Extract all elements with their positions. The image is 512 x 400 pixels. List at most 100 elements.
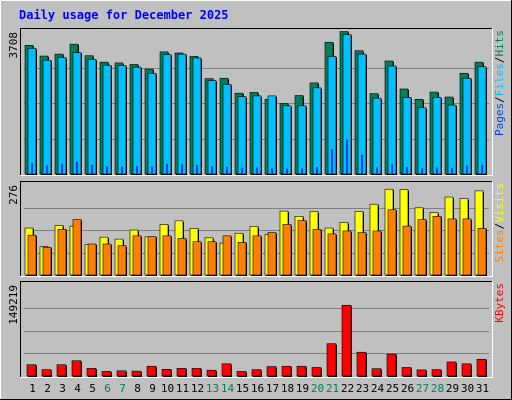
sites-bar-day-25 xyxy=(387,209,397,276)
pages-bar-day-24 xyxy=(376,167,378,174)
x-tick-label-day-28: 28 xyxy=(431,382,444,395)
kbytes-bar-day-6 xyxy=(101,371,112,377)
legend-kbytes: KBytes xyxy=(493,283,506,323)
files-bar-day-6 xyxy=(102,64,112,175)
files-bar-day-27 xyxy=(417,107,427,175)
kbytes-bar-day-10 xyxy=(161,368,172,377)
sites-bar-day-19 xyxy=(297,220,307,276)
kbytes-bar-day-17 xyxy=(266,366,277,377)
files-bar-day-4 xyxy=(72,52,82,175)
pages-bar-day-29 xyxy=(451,167,453,174)
sites-bar-day-4 xyxy=(72,219,82,276)
x-tick-label-day-15: 15 xyxy=(236,382,249,395)
pages-bar-day-25 xyxy=(391,164,393,174)
sites-bar-day-20 xyxy=(312,229,322,276)
x-tick-label-day-20: 20 xyxy=(311,382,324,395)
pages-bar-day-20 xyxy=(316,167,318,174)
legend-hits: Hits xyxy=(493,30,506,57)
sites-bar-day-2 xyxy=(42,246,52,276)
x-tick-label-day-30: 30 xyxy=(461,382,474,395)
pages-bar-day-15 xyxy=(241,167,243,174)
pages-bar-day-2 xyxy=(46,165,48,174)
y-max-label: 276 xyxy=(7,185,20,205)
sites-bar-day-9 xyxy=(147,236,157,276)
kbytes-bar-day-15 xyxy=(236,371,247,377)
files-bar-day-15 xyxy=(237,96,247,175)
x-tick-label-day-11: 11 xyxy=(176,382,189,395)
pages-bar-day-10 xyxy=(166,164,168,174)
sites-bar-day-12 xyxy=(192,241,202,276)
files-bar-day-19 xyxy=(297,105,307,175)
legend-separator: / xyxy=(493,96,506,103)
sites-bar-day-18 xyxy=(282,224,292,276)
sites-bar-day-21 xyxy=(327,233,337,276)
files-bar-day-30 xyxy=(462,77,472,175)
kbytes-bar-day-28 xyxy=(431,369,442,377)
files-bar-day-28 xyxy=(432,97,442,175)
x-tick-label-day-19: 19 xyxy=(296,382,309,395)
kbytes-bar-day-30 xyxy=(461,363,472,377)
pages-bar-day-17 xyxy=(271,168,273,174)
kbytes-bar-day-8 xyxy=(131,370,142,377)
legend-sites: Sites xyxy=(493,229,506,262)
sites-bar-day-5 xyxy=(87,243,97,276)
x-tick-label-day-12: 12 xyxy=(191,382,204,395)
kbytes-bar-day-26 xyxy=(401,367,412,377)
files-bar-day-20 xyxy=(312,87,322,175)
x-tick-label-day-8: 8 xyxy=(134,382,141,395)
sites-bar-day-3 xyxy=(57,229,67,276)
kbytes-bar-day-3 xyxy=(56,364,67,377)
files-bar-day-13 xyxy=(207,80,217,175)
kbytes-bar-day-5 xyxy=(86,368,97,377)
kbytes-bar-day-16 xyxy=(251,369,262,377)
sites-bar-day-16 xyxy=(252,235,262,276)
files-bar-day-7 xyxy=(117,65,127,175)
kbytes-bar-day-1 xyxy=(26,364,37,377)
files-bar-day-25 xyxy=(387,65,397,175)
pages-bar-day-21 xyxy=(331,149,333,174)
x-tick-label-day-25: 25 xyxy=(386,382,399,395)
sites-bar-day-7 xyxy=(117,245,127,276)
sites-bar-day-13 xyxy=(207,241,217,276)
y-max-label: 149219 xyxy=(7,285,20,325)
x-tick-label-day-3: 3 xyxy=(59,382,66,395)
legend-files: Files xyxy=(493,63,506,96)
x-tick-label-day-7: 7 xyxy=(119,382,126,395)
kbytes-bar-day-4 xyxy=(71,360,82,377)
kbytes-bar-day-20 xyxy=(311,367,322,377)
pages-bar-day-26 xyxy=(406,167,408,174)
visits-sites-panel: 276 Sites/Visits xyxy=(7,181,506,277)
kbytes-bar-day-21 xyxy=(326,343,337,377)
x-tick-label-day-29: 29 xyxy=(446,382,459,395)
sites-bar-day-1 xyxy=(27,234,37,276)
pages-bar-day-14 xyxy=(226,166,228,174)
sites-bar-day-17 xyxy=(267,232,277,276)
pages-bar-day-28 xyxy=(436,167,438,174)
sites-bar-day-10 xyxy=(162,235,172,276)
files-bar-day-10 xyxy=(162,54,172,175)
legend-separator: / xyxy=(493,223,506,230)
kbytes-bar-day-11 xyxy=(176,368,187,377)
legend-hits-files-pages: Pages/Files/Hits xyxy=(493,30,506,136)
legend-visits: Visits xyxy=(493,183,506,223)
sites-bar-day-14 xyxy=(222,235,232,276)
files-bar-day-26 xyxy=(402,97,412,175)
x-tick-label-day-1: 1 xyxy=(29,382,36,395)
files-bar-day-11 xyxy=(177,53,187,175)
files-bar-day-9 xyxy=(147,72,157,175)
files-bar-day-3 xyxy=(57,57,67,175)
x-tick-label-day-31: 31 xyxy=(476,382,489,395)
kbytes-bar-day-12 xyxy=(191,368,202,377)
pages-bar-day-13 xyxy=(211,166,213,174)
x-tick-label-day-21: 21 xyxy=(326,382,339,395)
pages-bar-day-11 xyxy=(181,164,183,174)
pages-bar-day-4 xyxy=(76,161,78,174)
files-bar-day-24 xyxy=(372,97,382,175)
x-tick-label-day-23: 23 xyxy=(356,382,369,395)
pages-bar-day-1 xyxy=(31,163,33,174)
legend-separator: / xyxy=(493,57,506,64)
sites-bar-day-15 xyxy=(237,242,247,276)
sites-bar-day-8 xyxy=(132,235,142,276)
kbytes-bar-day-31 xyxy=(476,358,487,377)
